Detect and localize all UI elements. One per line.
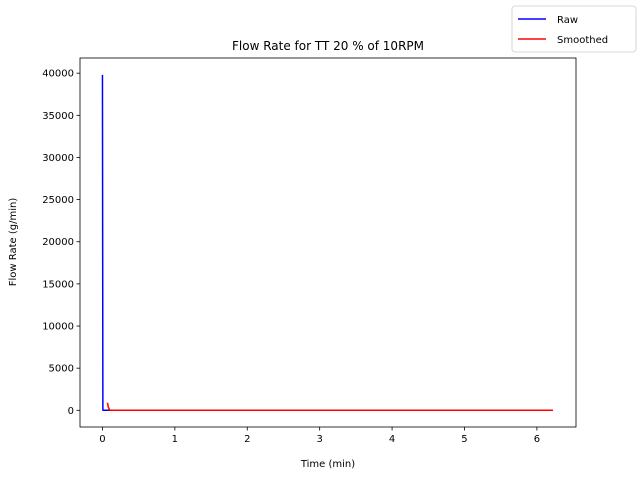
y-tick-label: 20000 xyxy=(42,237,74,248)
x-tick-label: 3 xyxy=(316,434,322,445)
y-tick-label: 35000 xyxy=(42,111,74,122)
y-axis-label: Flow Rate (g/min) xyxy=(8,198,19,287)
x-tick-label: 1 xyxy=(172,434,178,445)
x-axis-label: Time (min) xyxy=(300,459,355,470)
y-tick-label: 10000 xyxy=(42,322,74,333)
chart-title: Flow Rate for TT 20 % of 10RPM xyxy=(232,39,424,53)
x-tick-label: 6 xyxy=(534,434,540,445)
x-tick-label: 2 xyxy=(244,434,250,445)
y-tick-label: 25000 xyxy=(42,195,74,206)
plot-area: 0 1 2 3 4 5 6 0 5000 10000 15000 20000 25000 30000 350… xyxy=(42,57,577,445)
y-tick-label: 30000 xyxy=(42,153,74,164)
y-tick-label: 15000 xyxy=(42,279,74,290)
legend-label-raw: Raw xyxy=(557,15,578,26)
y-tick-label: 40000 xyxy=(42,69,74,80)
x-tick-label: 4 xyxy=(389,434,395,445)
y-tick-label: 0 xyxy=(68,406,74,417)
legend-label-smoothed: Smoothed xyxy=(557,35,608,46)
axes-frame xyxy=(79,57,577,428)
x-tick-label: 0 xyxy=(99,434,105,445)
legend-box xyxy=(511,5,637,53)
x-tick-label: 5 xyxy=(461,434,467,445)
legend: Raw Smoothed xyxy=(511,5,637,53)
y-tick-label: 5000 xyxy=(49,364,74,375)
series-line-smoothed xyxy=(106,402,553,412)
